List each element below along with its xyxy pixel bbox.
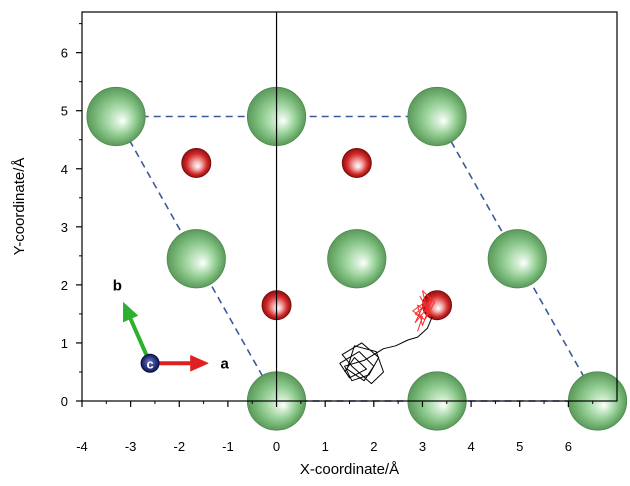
vector-a-label: a <box>220 355 229 372</box>
x-tick-label: 0 <box>273 439 280 454</box>
y-tick-label: 2 <box>61 278 68 293</box>
x-tick-label: 6 <box>565 439 572 454</box>
y-tick-label: 3 <box>61 220 68 235</box>
red-atom <box>181 147 212 178</box>
x-tick-label: -2 <box>173 439 185 454</box>
vector-b-label: b <box>113 277 122 294</box>
plot-frame <box>81 11 618 402</box>
x-tick-label: -4 <box>76 439 88 454</box>
lattice-vectors-layer: a b c <box>113 277 229 373</box>
x-tick-label: 3 <box>419 439 426 454</box>
green-atom <box>86 86 146 147</box>
y-tick-label: 6 <box>61 46 68 61</box>
x-tick-label: -3 <box>125 439 137 454</box>
green-atom <box>327 229 387 289</box>
x-tick-label: 5 <box>516 439 523 454</box>
x-axis-label: X-coordinate/Å <box>300 461 399 478</box>
vector-a-head <box>190 354 210 372</box>
y-axis-label: Y-coordinate/Å <box>11 158 28 256</box>
y-tick-label: 5 <box>61 104 68 119</box>
green-atom <box>407 86 467 147</box>
y-tick-label: 4 <box>61 162 68 177</box>
y-tick-label: 1 <box>61 336 68 351</box>
black-trajectory <box>339 316 433 385</box>
x-tick-label: 1 <box>322 439 329 454</box>
x-tick-label: 4 <box>467 439 474 454</box>
vector-b-head <box>122 301 139 323</box>
red-trajectory <box>412 290 436 332</box>
x-tick-label: 2 <box>370 439 377 454</box>
green-atom <box>487 229 547 289</box>
y-tick-label: 0 <box>61 394 68 409</box>
vector-c-label: c <box>146 356 153 371</box>
vector-c-origin <box>140 353 160 373</box>
axes-layer: -4 -3 -2 -1 0 1 2 3 4 5 6 0 1 2 3 4 5 6 <box>61 23 594 454</box>
trajectory-layer <box>339 290 436 385</box>
x-tick-label: -1 <box>222 439 234 454</box>
green-atom <box>166 229 226 289</box>
red-atom <box>341 147 372 178</box>
